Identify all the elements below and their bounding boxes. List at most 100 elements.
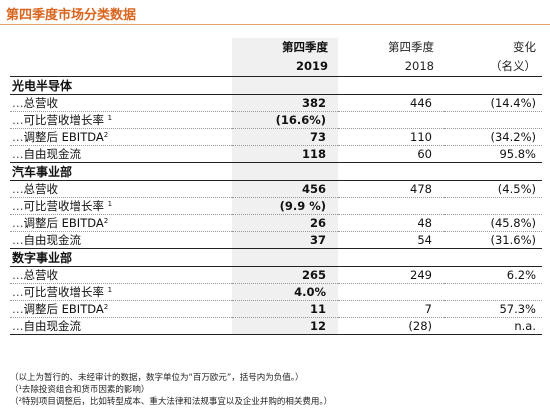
header-2018-quarter: 第四季度: [388, 40, 434, 54]
row-label: 可比营收增长率: [23, 285, 105, 299]
row-label-cell: …自由现金流: [10, 231, 232, 249]
row-label: 自由现金流: [23, 233, 82, 247]
value-2018: 48: [338, 214, 444, 232]
leader-dots: …: [12, 319, 24, 333]
value-2019: 118: [232, 145, 338, 163]
page-title: 第四季度市场分类数据: [6, 8, 137, 23]
value-2019: 26: [232, 214, 338, 232]
table-row: …总营收 382 446 (14.4%): [10, 94, 542, 112]
value-2019: 11: [232, 300, 338, 318]
section-cell-2018: [338, 248, 444, 267]
footnote-marker: 1: [107, 114, 113, 122]
leader-dots: …: [12, 268, 24, 282]
value-2019: (16.6%): [232, 111, 338, 129]
value-2018: [338, 111, 444, 129]
header-change-nominal: （名义）: [444, 56, 542, 77]
value-2018: 54: [338, 231, 444, 249]
footnote: （¹去除投资组合和货币因素的影响）: [10, 385, 150, 395]
value-2019: (9.9 %): [232, 197, 338, 215]
row-label: 可比营收增长率: [23, 113, 105, 127]
table-row: …调整后 EBITDA2 73 110 (34.2%): [10, 128, 542, 146]
leader-dots: …: [12, 96, 24, 110]
row-label-cell: …总营收: [10, 94, 232, 112]
leader-dots: …: [12, 199, 24, 213]
value-change: (45.8%): [444, 214, 542, 232]
header-2019-year: 2019: [232, 56, 338, 77]
section-cell-change: [444, 76, 542, 95]
table-body: 第四季度 第四季度 变化 2019 2018 （名义） 光电半导体 …总营收 382…: [10, 38, 542, 335]
row-label: 调整后 EBITDA: [23, 302, 104, 316]
footnote-marker: 1: [107, 286, 113, 294]
leader-dots: …: [12, 113, 24, 127]
header-2018-year: 2018: [338, 56, 444, 77]
value-2019: 265: [232, 266, 338, 284]
value-2019: 456: [232, 180, 338, 198]
value-change: [444, 111, 542, 129]
leader-dots: …: [12, 147, 24, 161]
table-row: …自由现金流 12 (28) n.a.: [10, 317, 542, 335]
leader-dots: …: [12, 216, 24, 230]
value-2018: (28): [338, 317, 444, 335]
row-label-cell: …自由现金流: [10, 145, 232, 163]
financial-table: 第四季度 第四季度 变化 2019 2018 （名义） 光电半导体 …总营收 382…: [10, 38, 542, 335]
value-change: (4.5%): [444, 180, 542, 198]
row-label-cell: …调整后 EBITDA2: [10, 214, 232, 232]
leader-dots: …: [12, 302, 24, 316]
footnote-marker: 1: [107, 200, 113, 208]
value-2018: [338, 283, 444, 301]
row-label: 总营收: [23, 182, 59, 196]
header-change: 变化: [513, 40, 536, 54]
leader-dots: …: [12, 233, 24, 247]
value-2019: 73: [232, 128, 338, 146]
section-cell-2019: [232, 248, 338, 267]
value-change: (31.6%): [444, 231, 542, 249]
value-2019: 37: [232, 231, 338, 249]
footnotes: （以上为暂行的、未经审计的数据，数字单位为“百万欧元”，括号内为负值。） （¹去…: [10, 372, 540, 408]
row-label: 总营收: [23, 96, 59, 110]
value-2018: 7: [338, 300, 444, 318]
header-empty: [10, 38, 232, 56]
section-title: 光电半导体: [10, 76, 232, 95]
value-2018: [338, 197, 444, 215]
value-2019: 12: [232, 317, 338, 335]
table-row: …自由现金流 37 54 (31.6%): [10, 231, 542, 249]
table-row: …总营收 265 249 6.2%: [10, 266, 542, 284]
value-change: (14.4%): [444, 94, 542, 112]
header-empty: [10, 56, 232, 77]
row-label-cell: …可比营收增长率 1: [10, 197, 232, 215]
value-change: n.a.: [444, 317, 542, 335]
footnote: （²特别项目调整后，比如转型成本、重大法律和法规事宜以及企业并购的相关费用。）: [10, 397, 333, 407]
leader-dots: …: [12, 130, 24, 144]
footnote-marker: 2: [103, 131, 109, 139]
value-change: 6.2%: [444, 266, 542, 284]
leader-dots: …: [12, 182, 24, 196]
value-2019: 382: [232, 94, 338, 112]
header-row-2: 2019 2018 （名义）: [10, 56, 542, 77]
header-2019-quarter: 第四季度: [232, 38, 338, 56]
value-2018: 478: [338, 180, 444, 198]
footnote-marker: 2: [103, 303, 109, 311]
table-row: …总营收 456 478 (4.5%): [10, 180, 542, 198]
row-label-cell: …调整后 EBITDA2: [10, 128, 232, 146]
value-change: [444, 197, 542, 215]
section-cell-2019: [232, 76, 338, 95]
section-cell-change: [444, 248, 542, 267]
header-row-1: 第四季度 第四季度 变化: [10, 38, 542, 56]
footnote-marker: 2: [103, 217, 109, 225]
section-title: 汽车事业部: [10, 162, 232, 181]
section-header-row: 汽车事业部: [10, 162, 542, 181]
row-label: 自由现金流: [23, 147, 82, 161]
row-label: 调整后 EBITDA: [23, 216, 104, 230]
row-label: 调整后 EBITDA: [23, 130, 104, 144]
row-label: 自由现金流: [23, 319, 82, 333]
table-row: …自由现金流 118 60 95.8%: [10, 145, 542, 163]
table-row: …可比营收增长率 1 (16.6%): [10, 111, 542, 129]
value-2018: 249: [338, 266, 444, 284]
row-label-cell: …调整后 EBITDA2: [10, 300, 232, 318]
leader-dots: …: [12, 285, 24, 299]
value-2019: 4.0%: [232, 283, 338, 301]
row-label-cell: …总营收: [10, 180, 232, 198]
value-change: [444, 283, 542, 301]
section-title: 数字事业部: [10, 248, 232, 267]
